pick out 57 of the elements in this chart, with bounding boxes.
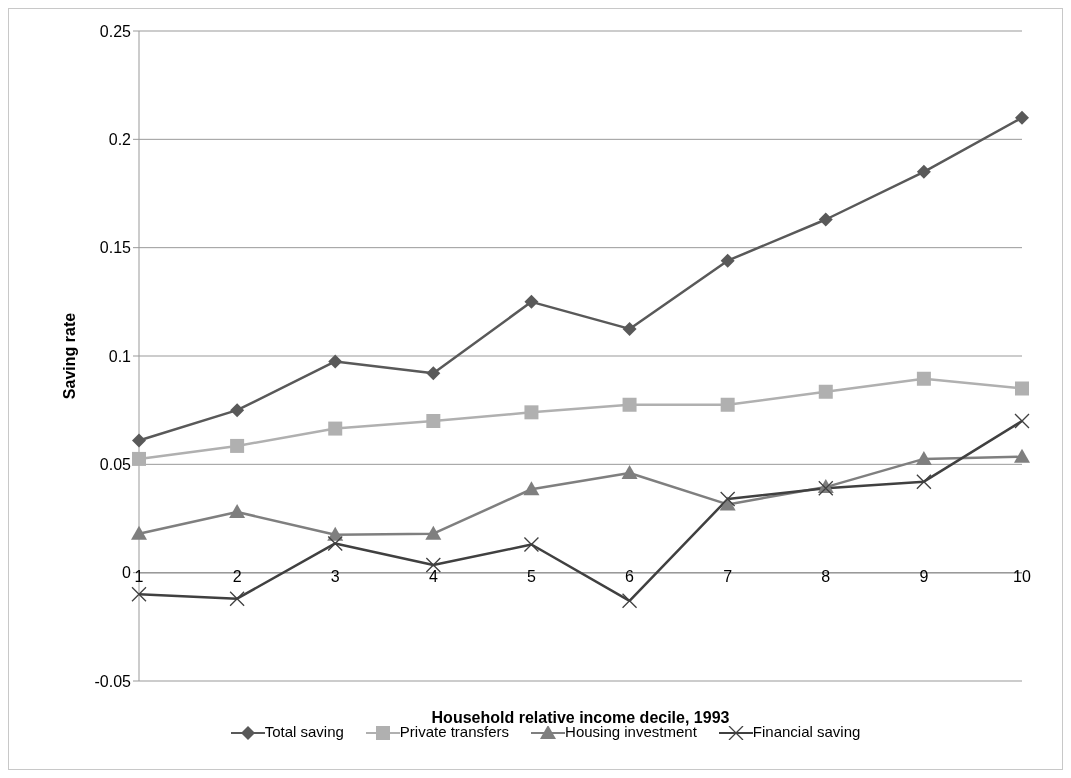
point [1014, 448, 1030, 463]
point [622, 397, 637, 412]
point [132, 451, 146, 466]
x-axis-title: Household relative income decile, 1993 [431, 709, 730, 726]
y-tick-label: 0.25 [99, 22, 132, 40]
point [621, 465, 638, 479]
y-tick-label: 0.15 [99, 239, 132, 257]
x-tick-label: 9 [919, 568, 929, 586]
x-tick-label: 5 [526, 568, 536, 586]
point [425, 525, 442, 540]
point [1014, 413, 1030, 429]
point [720, 253, 735, 268]
legend-label: Total saving [263, 723, 344, 741]
point [229, 504, 246, 518]
point [131, 525, 147, 540]
point [230, 403, 245, 418]
point [523, 481, 540, 496]
point [1015, 381, 1029, 396]
x-tick-label: 1 [134, 568, 144, 586]
point [426, 414, 441, 428]
legend-label: Financial saving [752, 723, 861, 740]
point [720, 397, 735, 412]
point [818, 384, 833, 399]
x-tick-label: 8 [821, 568, 831, 586]
y-tick-label: 0 [122, 564, 132, 582]
point [621, 593, 638, 609]
point [132, 433, 146, 448]
point [524, 294, 539, 309]
point [916, 371, 931, 386]
x-tick-label: 2 [232, 568, 242, 586]
y-tick-label: 0.1 [108, 347, 132, 365]
point [1015, 110, 1029, 125]
point [916, 474, 932, 490]
point [915, 450, 932, 465]
point [524, 405, 539, 420]
y-tick-label: -0.05 [94, 672, 132, 690]
y-tick-label: 0.2 [108, 131, 132, 149]
point [720, 491, 736, 507]
point [426, 366, 441, 381]
y-axis-title: Saving rate [60, 312, 78, 400]
x-tick-label: 10 [1013, 568, 1031, 586]
point [230, 438, 245, 453]
x-tick-label: 4 [428, 568, 438, 586]
point [328, 354, 343, 369]
point [131, 586, 147, 602]
point [916, 164, 931, 179]
point [622, 321, 637, 336]
y-tick-label: 0.05 [99, 456, 132, 474]
x-tick-label: 3 [330, 568, 340, 586]
x-tick-label: 7 [723, 568, 733, 586]
point [818, 212, 833, 227]
legend-label: Private transfers [398, 723, 510, 741]
point [327, 535, 343, 552]
point [523, 536, 540, 553]
point [328, 421, 343, 436]
point [229, 591, 245, 607]
x-tick-label: 6 [625, 568, 635, 586]
